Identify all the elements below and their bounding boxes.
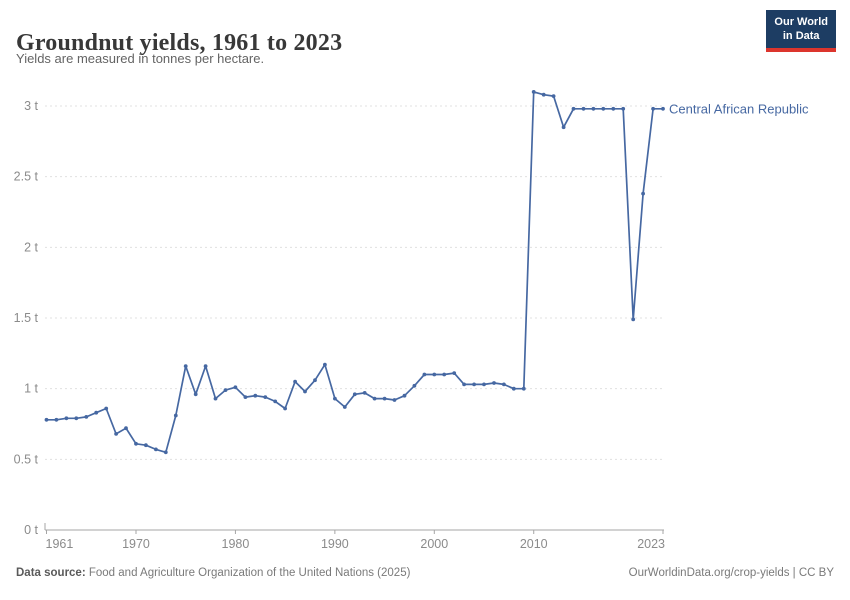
data-point-marker[interactable]: [54, 417, 59, 422]
data-point-marker[interactable]: [243, 395, 248, 399]
data-point-marker[interactable]: [541, 92, 546, 97]
data-point-marker[interactable]: [173, 413, 178, 418]
data-point-marker[interactable]: [223, 388, 228, 392]
data-point-marker[interactable]: [631, 317, 636, 322]
data-point-marker[interactable]: [104, 406, 109, 411]
data-point-marker[interactable]: [114, 432, 118, 436]
data-point-marker[interactable]: [382, 396, 387, 401]
x-axis-tick-label: 2000: [420, 537, 448, 551]
owid-link[interactable]: OurWorldinData.org/crop-yields | CC BY: [628, 567, 834, 579]
data-point-marker[interactable]: [551, 94, 556, 98]
data-point-marker[interactable]: [84, 415, 89, 419]
data-point-marker[interactable]: [472, 382, 476, 387]
data-point-marker[interactable]: [303, 389, 307, 394]
y-axis-tick-label: 2 t: [24, 240, 38, 254]
chart-footer: Data source: Food and Agriculture Organi…: [16, 567, 834, 579]
data-point-marker[interactable]: [134, 441, 138, 446]
data-point-marker[interactable]: [392, 398, 397, 402]
data-point-marker[interactable]: [342, 405, 347, 409]
data-point-marker[interactable]: [233, 385, 238, 390]
y-axis-tick-label: 0 t: [24, 523, 38, 537]
owid-logo[interactable]: Our World in Data: [766, 10, 836, 52]
data-point-marker[interactable]: [203, 364, 208, 368]
data-point-marker[interactable]: [482, 382, 486, 387]
data-point-marker[interactable]: [621, 106, 626, 111]
data-point-marker[interactable]: [124, 426, 128, 431]
x-axis-tick-label: 1980: [222, 537, 250, 551]
data-point-marker[interactable]: [412, 383, 417, 388]
data-point-marker[interactable]: [333, 396, 337, 401]
x-axis-tick-label: 1961: [46, 537, 74, 551]
data-source-note: Data source: Food and Agriculture Organi…: [16, 567, 410, 579]
data-point-marker[interactable]: [422, 372, 427, 377]
y-axis-tick-label: 0.5 t: [14, 452, 39, 466]
data-point-marker[interactable]: [462, 382, 466, 387]
series-line[interactable]: [45, 91, 664, 454]
data-point-marker[interactable]: [442, 372, 447, 377]
data-source-label: Data source:: [16, 567, 86, 579]
data-point-marker[interactable]: [263, 395, 268, 399]
chart-subtitle: Yields are measured in tonnes per hectar…: [16, 51, 265, 66]
x-axis-tick-label: 2010: [520, 537, 548, 551]
owid-logo-line2: in Data: [782, 29, 820, 42]
data-point-marker[interactable]: [253, 393, 258, 398]
data-point-marker[interactable]: [154, 447, 158, 452]
data-point-marker[interactable]: [44, 417, 49, 422]
data-point-marker[interactable]: [492, 381, 496, 385]
data-point-marker[interactable]: [213, 396, 218, 401]
data-point-marker[interactable]: [64, 416, 69, 421]
x-axis-tick-label: 2023: [637, 537, 665, 551]
data-point-marker[interactable]: [362, 391, 367, 395]
data-point-marker[interactable]: [94, 410, 99, 415]
x-axis-tick-label: 1970: [122, 537, 150, 551]
data-point-marker[interactable]: [452, 371, 457, 375]
y-axis-tick-label: 1.5 t: [14, 311, 39, 325]
data-point-marker[interactable]: [591, 106, 596, 111]
owid-logo-line1: Our World: [774, 16, 828, 28]
data-point-marker[interactable]: [611, 106, 616, 111]
data-point-marker[interactable]: [601, 106, 606, 111]
data-source-text: Food and Agriculture Organization of the…: [85, 567, 411, 579]
data-point-marker[interactable]: [193, 392, 198, 397]
x-axis-tick-label: 1990: [321, 537, 349, 551]
y-axis-tick-label: 1 t: [24, 382, 38, 396]
data-point-marker[interactable]: [74, 416, 79, 421]
data-point-marker[interactable]: [283, 406, 287, 411]
data-point-marker[interactable]: [313, 378, 317, 383]
data-point-marker[interactable]: [144, 443, 148, 448]
data-point-marker[interactable]: [372, 396, 377, 401]
data-point-marker[interactable]: [502, 382, 506, 387]
data-point-marker[interactable]: [641, 191, 645, 196]
series-label[interactable]: Central African Republic: [669, 101, 809, 116]
data-point-marker[interactable]: [571, 106, 576, 111]
chart-title: Groundnut yields, 1961 to 2023: [16, 30, 343, 57]
data-point-marker[interactable]: [511, 386, 516, 391]
data-point-marker[interactable]: [163, 450, 168, 455]
data-point-marker[interactable]: [521, 386, 526, 391]
data-point-marker[interactable]: [661, 106, 665, 111]
data-point-marker[interactable]: [402, 393, 407, 398]
data-point-marker[interactable]: [531, 90, 536, 94]
data-point-marker[interactable]: [432, 372, 437, 377]
data-point-marker[interactable]: [352, 392, 357, 397]
data-point-marker[interactable]: [561, 125, 566, 130]
data-point-marker[interactable]: [183, 364, 188, 368]
data-point-marker[interactable]: [293, 379, 297, 384]
y-axis-tick-label: 2.5 t: [14, 170, 39, 184]
data-point-marker[interactable]: [323, 362, 327, 367]
data-point-marker[interactable]: [651, 106, 655, 111]
data-point-marker[interactable]: [581, 106, 586, 111]
y-axis-tick-label: 3 t: [24, 99, 38, 113]
data-point-marker[interactable]: [273, 399, 278, 404]
